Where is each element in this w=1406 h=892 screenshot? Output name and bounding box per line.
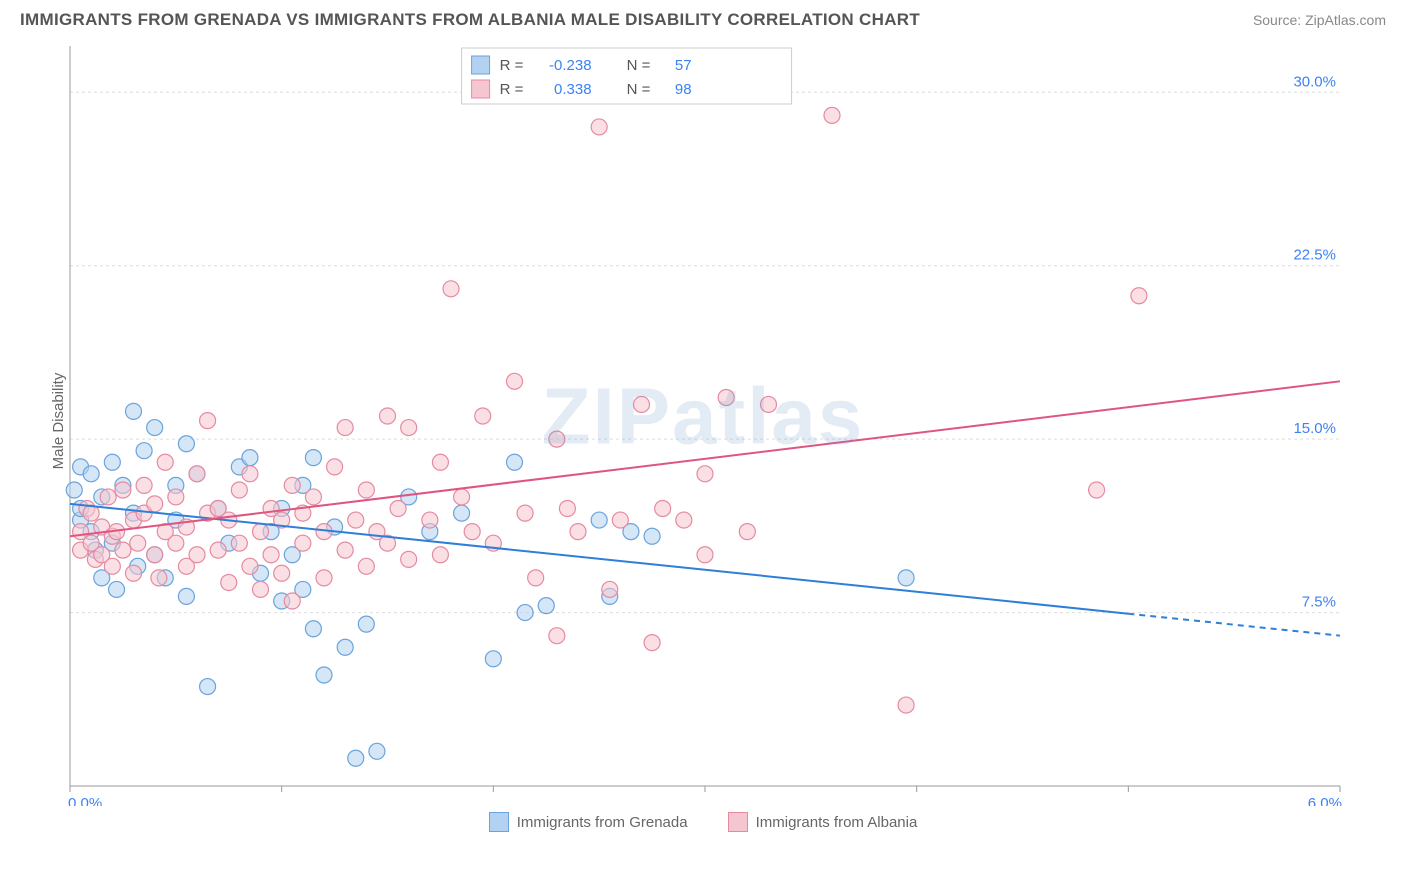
scatter-chart: 7.5% 15.0% 22.5% 30.0% 0.0% 6.0% R = -0.238 N = 5… — [20, 36, 1350, 806]
svg-text:0.0%: 0.0% — [68, 795, 102, 806]
svg-text:22.5%: 22.5% — [1293, 247, 1336, 264]
chart-title: IMMIGRANTS FROM GRENADA VS IMMIGRANTS FR… — [20, 10, 920, 30]
legend-item-albania: Immigrants from Albania — [728, 812, 918, 832]
svg-text:N =: N = — [627, 57, 651, 74]
svg-text:R =: R = — [500, 57, 524, 74]
legend-swatch-grenada — [489, 812, 509, 832]
bottom-legend: Immigrants from Grenada Immigrants from … — [0, 812, 1406, 832]
svg-text:57: 57 — [675, 57, 692, 74]
svg-text:0.338: 0.338 — [554, 81, 592, 98]
y-axis-label: Male Disability — [50, 373, 67, 470]
svg-text:-0.238: -0.238 — [549, 57, 592, 74]
legend-swatch-albania — [728, 812, 748, 832]
legend-label-albania: Immigrants from Albania — [756, 814, 918, 831]
svg-text:98: 98 — [675, 81, 692, 98]
source-attribution: Source: ZipAtlas.com — [1253, 12, 1386, 28]
legend-label-grenada: Immigrants from Grenada — [517, 814, 688, 831]
source-prefix: Source: — [1253, 12, 1305, 28]
svg-text:6.0%: 6.0% — [1308, 795, 1342, 806]
svg-text:N =: N = — [627, 81, 651, 98]
chart-container: Male Disability 7.5% 15.0% 22.5% 30.0% 0.0% 6… — [20, 36, 1386, 806]
svg-text:R =: R = — [500, 81, 524, 98]
svg-text:30.0%: 30.0% — [1293, 73, 1336, 90]
svg-text:7.5%: 7.5% — [1302, 594, 1336, 611]
svg-text:15.0%: 15.0% — [1293, 420, 1336, 437]
chart-header: IMMIGRANTS FROM GRENADA VS IMMIGRANTS FR… — [0, 0, 1406, 36]
source-name: ZipAtlas.com — [1305, 12, 1386, 28]
legend-item-grenada: Immigrants from Grenada — [489, 812, 688, 832]
